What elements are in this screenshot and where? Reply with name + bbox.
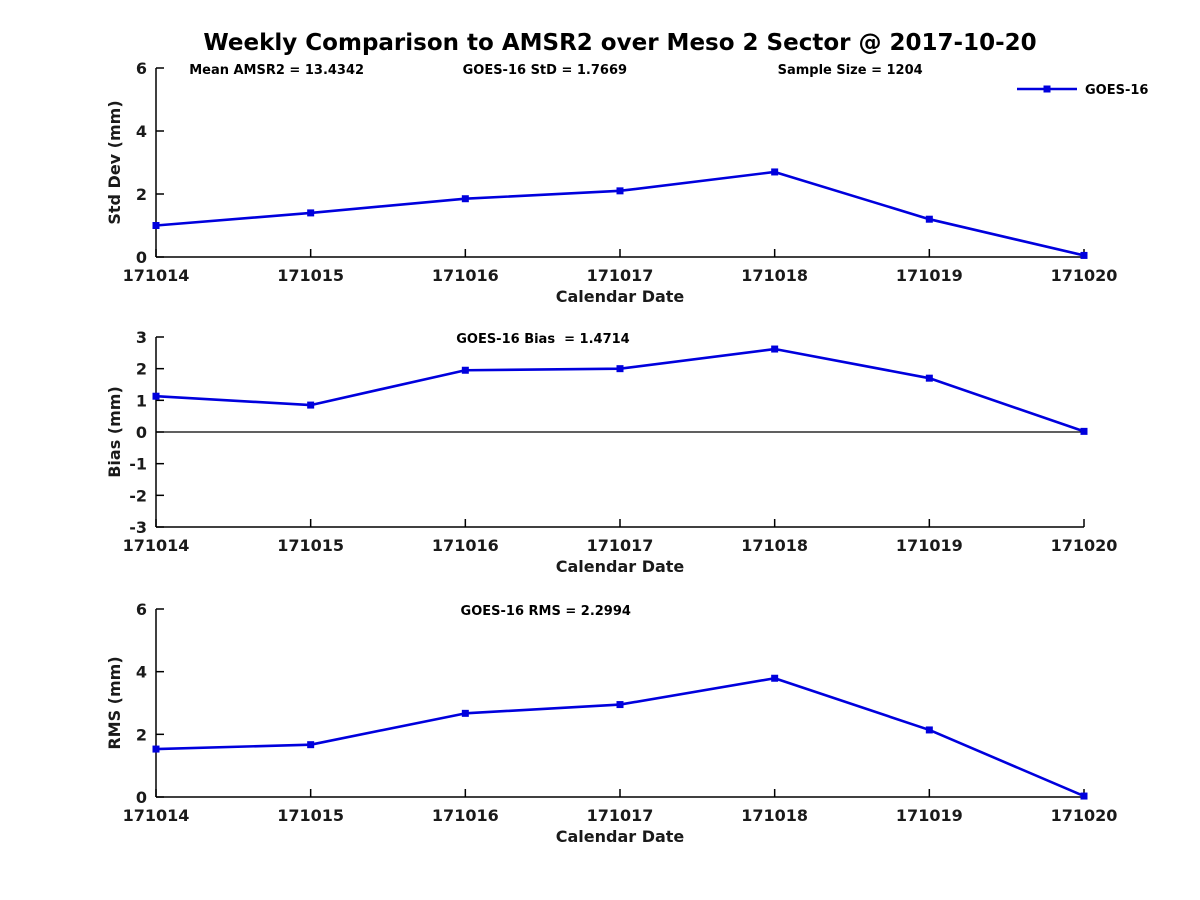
data-point-marker <box>152 745 160 753</box>
x-tick-label: 171020 <box>1051 806 1118 825</box>
y-tick-label: -3 <box>129 518 147 537</box>
x-tick-label: 171017 <box>587 806 654 825</box>
y-tick-label: 0 <box>136 788 147 807</box>
data-point-marker <box>925 726 933 734</box>
x-tick-label: 171016 <box>432 266 499 285</box>
x-tick-label: 171020 <box>1051 536 1118 555</box>
data-point-marker <box>152 392 160 400</box>
data-point-marker <box>461 366 469 374</box>
y-tick-label: 2 <box>136 360 147 379</box>
x-axis-title: Calendar Date <box>556 557 685 576</box>
y-tick-label: 4 <box>136 122 147 141</box>
x-tick-label: 171014 <box>123 536 190 555</box>
y-tick-label: 3 <box>136 328 147 347</box>
data-point-marker <box>152 222 160 229</box>
data-point-marker <box>1080 427 1088 435</box>
data-point-marker <box>616 187 624 195</box>
data-point-marker <box>616 701 624 709</box>
x-tick-label: 171017 <box>587 536 654 555</box>
legend-label: GOES-16 <box>1085 83 1148 98</box>
data-point-marker <box>616 365 624 373</box>
x-axis-title: Calendar Date <box>556 827 685 846</box>
stat-annotation: Sample Size = 1204 <box>778 63 923 78</box>
x-tick-label: 171019 <box>896 536 963 555</box>
series-line <box>155 170 1085 257</box>
x-tick-label: 171015 <box>277 266 344 285</box>
data-point-marker <box>925 374 933 382</box>
x-tick-label: 171015 <box>277 536 344 555</box>
data-point-marker <box>771 345 779 353</box>
x-tick-label: 171015 <box>277 806 344 825</box>
x-tick-label: 171019 <box>896 266 963 285</box>
y-tick-label: 0 <box>136 423 147 442</box>
data-point-marker <box>1080 792 1088 800</box>
y-tick-label: 6 <box>136 600 147 619</box>
x-tick-label: 171019 <box>896 806 963 825</box>
subplot-std-dev: 0 2 4 6 171014 171015 171016 171017 171018 171019… <box>105 59 1148 306</box>
y-tick-label: 1 <box>136 391 147 410</box>
data-point-marker <box>307 401 315 409</box>
x-tick-label: 171014 <box>123 266 190 285</box>
series-line <box>155 347 1085 433</box>
x-axis-title: Calendar Date <box>556 287 685 306</box>
x-tick-label: 171018 <box>741 266 808 285</box>
x-tick-label: 171016 <box>432 536 499 555</box>
stat-annotation: GOES-16 Bias = 1.4714 <box>456 332 630 347</box>
stat-annotation: Mean AMSR2 = 13.4342 <box>189 63 364 78</box>
data-point-marker <box>307 209 315 217</box>
y-axis-title: Std Dev (mm) <box>105 100 124 224</box>
legend-marker <box>1043 85 1051 93</box>
x-tick-label: 171018 <box>741 536 808 555</box>
data-point-marker <box>771 674 779 682</box>
subplot-bias: -3 -2 -1 0 1 2 3 171014 171015 171016 171017 171018… <box>105 328 1117 576</box>
data-point-marker <box>771 168 779 176</box>
figure-title: Weekly Comparison to AMSR2 over Meso 2 S… <box>203 30 1037 56</box>
x-tick-label: 171014 <box>123 806 190 825</box>
stat-annotation: GOES-16 StD = 1.7669 <box>463 63 627 78</box>
data-point-marker <box>461 709 469 717</box>
x-tick-label: 171020 <box>1051 266 1118 285</box>
y-tick-label: -2 <box>129 486 147 505</box>
data-point-marker <box>1080 251 1088 259</box>
data-point-marker <box>461 195 469 203</box>
x-tick-label: 171017 <box>587 266 654 285</box>
y-axis-title: Bias (mm) <box>105 386 124 478</box>
stat-annotation: GOES-16 RMS = 2.2994 <box>461 604 631 619</box>
data-point-marker <box>307 741 315 749</box>
y-axis-title: RMS (mm) <box>105 656 124 749</box>
data-point-marker <box>925 215 933 223</box>
y-tick-label: 2 <box>136 725 147 744</box>
x-tick-label: 171018 <box>741 806 808 825</box>
y-tick-label: 2 <box>136 185 147 204</box>
y-tick-label: -1 <box>129 455 147 474</box>
y-tick-label: 4 <box>136 663 147 682</box>
y-tick-label: 6 <box>136 59 147 78</box>
x-tick-label: 171016 <box>432 806 499 825</box>
subplot-rms: 0 2 4 6 171014 171015 171016 171017 171018 171019… <box>105 600 1117 846</box>
y-tick-label: 0 <box>136 248 147 267</box>
series-line <box>155 676 1085 798</box>
